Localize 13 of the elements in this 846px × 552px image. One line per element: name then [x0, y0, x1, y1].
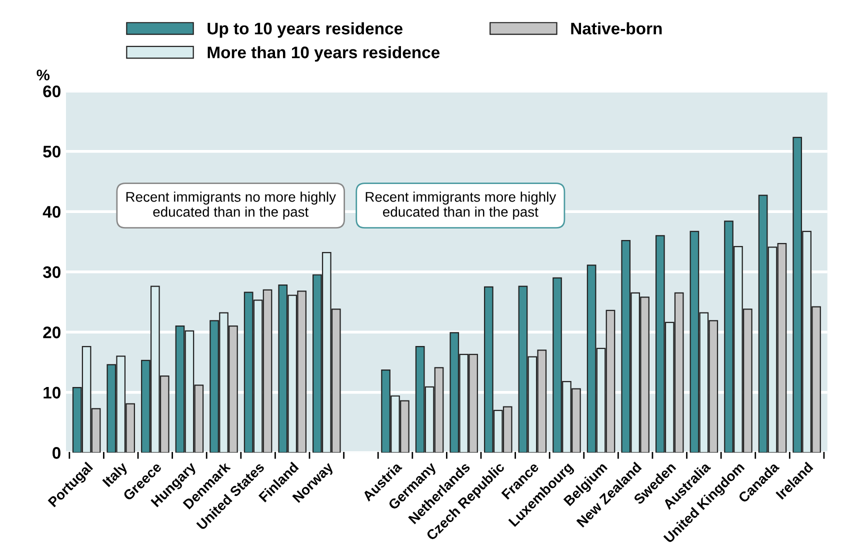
legend-label: Up to 10 years residence [208, 22, 402, 38]
y-tick-label: 50 [43, 146, 60, 158]
legend-label: More than 10 years residence [208, 46, 440, 62]
annotation: Recent immigrants more highly educated than in the past [366, 192, 556, 220]
y-axis-title: % [36, 70, 50, 80]
y-tick-label: 40 [42, 206, 60, 218]
annotation: Recent immigrants no more highly educated than in the past [126, 192, 336, 220]
y-tick-label: 10 [44, 386, 60, 399]
y-tick-label: 20 [43, 326, 60, 338]
y-tick-label: 0 [52, 447, 60, 459]
y-tick-label: 60 [43, 85, 60, 98]
legend-label: Native-born [571, 22, 662, 34]
y-tick-label: 30 [42, 266, 60, 278]
